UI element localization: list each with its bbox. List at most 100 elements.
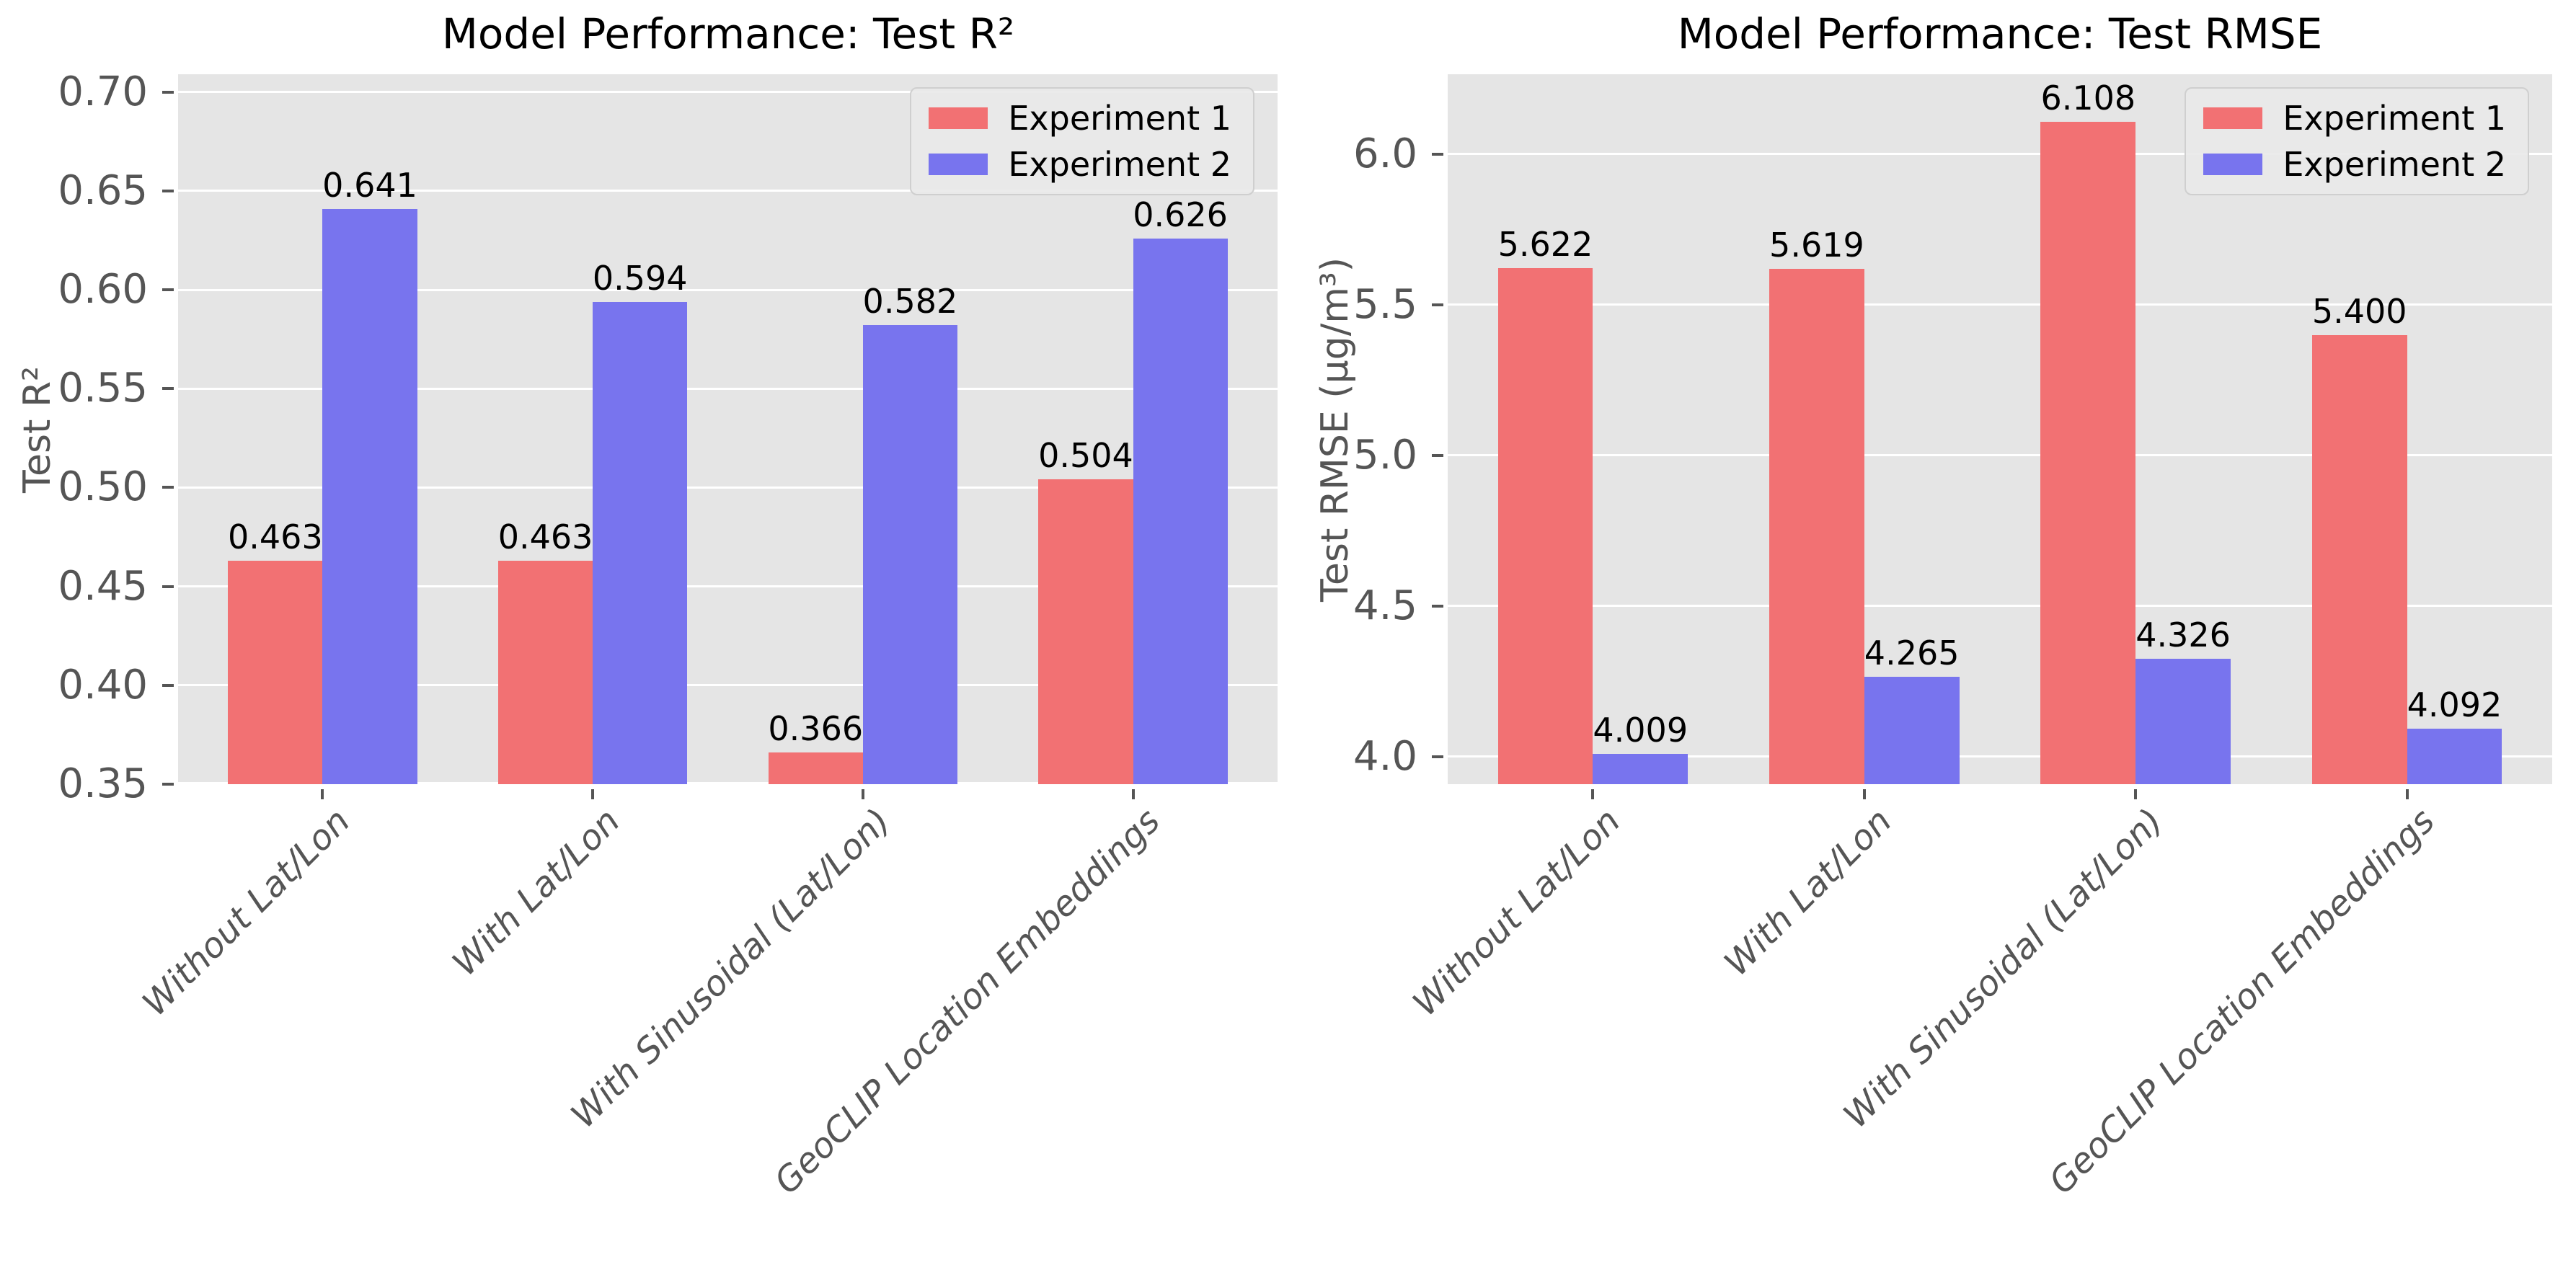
- chart-title: Model Performance: Test RMSE: [1677, 9, 2323, 58]
- bar-experiment-2-geoclip-location-embeddings: [1133, 238, 1228, 784]
- bar-experiment-1-with-lat-lon: [498, 560, 593, 784]
- legend-item-experiment-1: Experiment 1: [929, 102, 1231, 135]
- bar-experiment-1-with-sinusoidal-lat-lon: [768, 752, 863, 784]
- bar-experiment-2-with-sinusoidal-lat-lon: [862, 325, 957, 784]
- legend-label: Experiment 2: [2283, 145, 2506, 184]
- y-tick-label: 0.45: [58, 562, 148, 610]
- bar-experiment-2-geoclip-location-embeddings: [2407, 729, 2502, 784]
- legend-swatch-experiment-1: [929, 107, 988, 129]
- bar-experiment-1-geoclip-location-embeddings: [2311, 334, 2407, 784]
- y-tick-label: 0.70: [58, 68, 148, 115]
- y-tick-label: 0.55: [58, 365, 148, 412]
- gridline: [178, 288, 1278, 291]
- legend: Experiment 1 Experiment 2: [2185, 87, 2529, 195]
- gridline: [178, 190, 1278, 192]
- y-tick-mark: [162, 189, 174, 192]
- gridline: [178, 585, 1278, 588]
- legend-label: Experiment 1: [1008, 99, 1231, 138]
- y-tick-mark: [162, 783, 174, 786]
- bar-value-label: 5.400: [2311, 291, 2407, 331]
- x-tick-label-with-lat-lon: With Lat/Lon: [1716, 801, 1900, 985]
- legend-item-experiment-1: Experiment 1: [2203, 102, 2506, 135]
- x-tick-mark: [1131, 789, 1135, 799]
- bar-value-label: 0.366: [768, 709, 864, 749]
- bar-value-label: 4.265: [1864, 634, 1960, 673]
- y-tick-mark: [162, 486, 174, 489]
- bar-value-label: 0.626: [1133, 195, 1228, 234]
- gridline: [178, 684, 1278, 687]
- y-tick-mark: [1432, 152, 1443, 156]
- legend-label: Experiment 1: [2283, 99, 2506, 138]
- gridline: [1448, 454, 2552, 457]
- bar-experiment-1-without-lat-lon: [1497, 267, 1593, 784]
- y-tick-mark: [1432, 303, 1443, 306]
- bar-value-label: 0.582: [862, 282, 958, 321]
- plot-area: [1448, 74, 2552, 784]
- bar-value-label: 5.619: [1769, 226, 1864, 265]
- y-tick-mark: [162, 585, 174, 588]
- y-tick-mark: [162, 90, 174, 94]
- gridline: [178, 387, 1278, 390]
- y-tick-label: 0.60: [58, 266, 148, 314]
- bar-value-label: 4.009: [1593, 711, 1688, 750]
- x-tick-mark: [2405, 789, 2409, 799]
- gridline: [178, 91, 1278, 94]
- x-tick-mark: [321, 789, 324, 799]
- x-tick-mark: [861, 789, 864, 799]
- x-tick-label-without-lat-lon: Without Lat/Lon: [1404, 801, 1629, 1024]
- y-tick-label: 0.65: [58, 166, 148, 214]
- y-tick-label: 0.50: [58, 463, 148, 511]
- bar-experiment-2-with-sinusoidal-lat-lon: [2135, 658, 2231, 784]
- gridline: [1448, 605, 2552, 608]
- y-tick-label: 0.35: [58, 760, 148, 807]
- legend-label: Experiment 2: [1008, 145, 1231, 184]
- y-tick-mark: [162, 288, 174, 292]
- y-tick-mark: [1432, 755, 1443, 758]
- bar-value-label: 5.622: [1497, 224, 1593, 264]
- gridline: [1448, 153, 2552, 156]
- y-tick-label: 6.0: [1353, 130, 1417, 177]
- bar-value-label: 4.326: [2135, 615, 2231, 654]
- plot-area: [178, 74, 1278, 784]
- bar-value-label: 0.641: [322, 165, 417, 205]
- bar-value-label: 6.108: [2040, 78, 2136, 117]
- bar-experiment-2-without-lat-lon: [1593, 754, 1688, 784]
- legend-swatch-experiment-2: [2203, 154, 2263, 175]
- y-tick-mark: [162, 387, 174, 391]
- x-tick-label-with-lat-lon: With Lat/Lon: [445, 801, 628, 985]
- y-tick-label: 0.40: [58, 661, 148, 708]
- bar-value-label: 0.463: [497, 517, 593, 556]
- x-tick-mark: [1591, 789, 1595, 799]
- legend-item-experiment-2: Experiment 2: [929, 148, 1231, 181]
- legend-swatch-experiment-1: [2203, 107, 2263, 129]
- x-tick-mark: [1862, 789, 1866, 799]
- y-tick-mark: [162, 683, 174, 687]
- x-tick-mark: [2134, 789, 2138, 799]
- y-tick-label: 5.5: [1353, 280, 1417, 328]
- bar-value-label: 0.504: [1038, 436, 1133, 476]
- bar-value-label: 0.463: [228, 517, 323, 556]
- chart-title: Model Performance: Test R²: [441, 9, 1015, 58]
- y-tick-mark: [1432, 604, 1443, 608]
- y-tick-mark: [1432, 453, 1443, 457]
- gridline: [1448, 303, 2552, 306]
- gridline: [1448, 755, 2552, 758]
- legend: Experiment 1 Experiment 2: [910, 87, 1254, 195]
- legend-swatch-experiment-2: [929, 154, 988, 175]
- x-tick-label-geoclip-location-embeddings: GeoCLIP Location Embeddings: [2040, 801, 2443, 1202]
- bar-experiment-1-without-lat-lon: [228, 560, 323, 784]
- legend-item-experiment-2: Experiment 2: [2203, 148, 2506, 181]
- bar-experiment-2-with-lat-lon: [593, 301, 688, 784]
- bar-experiment-1-geoclip-location-embeddings: [1038, 479, 1133, 784]
- bar-experiment-1-with-lat-lon: [1769, 269, 1864, 784]
- x-tick-mark: [591, 789, 595, 799]
- bar-value-label: 4.092: [2407, 685, 2502, 725]
- bar-experiment-1-with-sinusoidal-lat-lon: [2040, 121, 2136, 784]
- y-tick-label: 4.0: [1353, 732, 1417, 780]
- bar-value-label: 0.594: [592, 258, 688, 298]
- y-axis-label: Test RMSE (μg/m³): [1314, 257, 1357, 602]
- x-tick-label-without-lat-lon: Without Lat/Lon: [134, 801, 358, 1024]
